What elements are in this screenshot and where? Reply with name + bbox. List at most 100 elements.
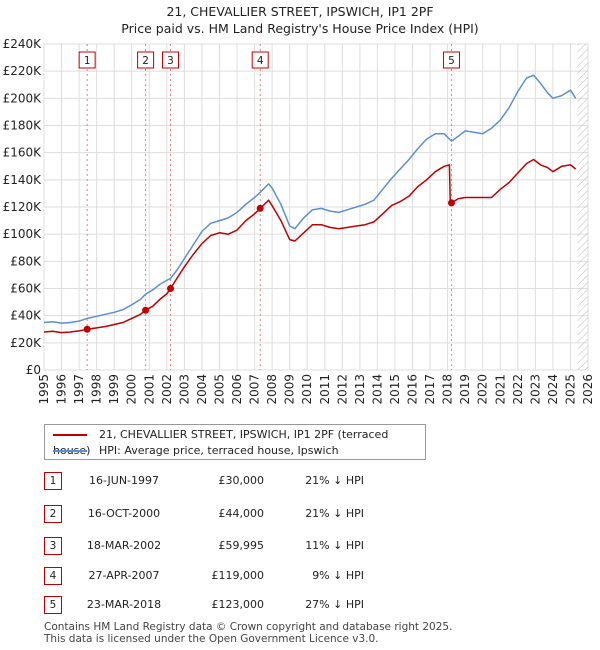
sale-price: £44,000 [218, 507, 265, 520]
price-chart: 21, CHEVALLIER STREET, IPSWICH, IP1 2PF … [3, 4, 595, 405]
sale-number-box [78, 51, 96, 69]
chart-title: 21, CHEVALLIER STREET, IPSWICH, IP1 2PF [166, 4, 433, 19]
sale-number-label: 4 [257, 55, 264, 67]
sale-number-badge: 4 [44, 567, 62, 585]
footer-copyright: Contains HM Land Registry data © Crown c… [44, 621, 453, 633]
y-tick-label: £60K [10, 282, 42, 296]
chart-subtitle: Price paid vs. HM Land Registry's House … [121, 21, 478, 36]
sale-price: £123,000 [211, 598, 265, 611]
y-tick-label: £180K [3, 119, 43, 133]
sale-point [256, 204, 264, 212]
sale-date: 16-OCT-2000 [87, 507, 161, 520]
footer: Contains HM Land Registry data © Crown c… [44, 621, 452, 645]
sale-number-label: 1 [84, 55, 91, 67]
sale-number-label: 2 [142, 55, 149, 67]
y-tick-label: £120K [3, 200, 43, 214]
sale-number-badge: 5 [44, 596, 62, 614]
sale-hpi-diff: 21% ↓ HPI [305, 507, 364, 520]
table-row: 3 18-MAR-2002 £59,995 11% ↓ HPI [44, 537, 384, 555]
x-tick-label: 2026 [581, 374, 595, 405]
table-row: 2 16-OCT-2000 £44,000 21% ↓ HPI [44, 505, 384, 523]
x-tick-label: 2021 [493, 374, 507, 405]
x-tick-label: 2004 [195, 374, 209, 405]
y-tick-label: £160K [3, 146, 43, 160]
x-tick-label: 2017 [423, 374, 437, 405]
x-tick-label: 2000 [125, 374, 139, 405]
property-price-line [43, 158, 577, 334]
x-tick-label: 2019 [458, 374, 472, 405]
chart-legend: 21, CHEVALLIER STREET, IPSWICH, IP1 2PF … [44, 424, 426, 460]
sale-number-label: 3 [167, 55, 174, 67]
sale-number-badge: 1 [44, 472, 62, 490]
x-tick-label: 2003 [177, 374, 191, 405]
table-row: 4 27-APR-2007 £119,000 9% ↓ HPI [44, 567, 384, 585]
x-tick-label: 2020 [476, 374, 490, 405]
x-tick-label: 2018 [441, 374, 455, 405]
sale-date: 16-JUN-1997 [88, 474, 160, 487]
x-tick-label: 1995 [37, 374, 51, 405]
sale-hpi-diff: 27% ↓ HPI [305, 598, 364, 611]
sale-point [167, 285, 175, 293]
x-tick-label: 1997 [72, 374, 86, 405]
y-tick-label: £0 [26, 363, 41, 377]
x-tick-label: 1998 [90, 374, 104, 405]
footer-licence: This data is licensed under the Open Gov… [44, 633, 379, 645]
legend-item-hpi: HPI: Average price, terraced house, Ipsw… [53, 443, 339, 459]
sale-price: £119,000 [211, 569, 265, 582]
hpi-line [43, 74, 577, 324]
legend-swatch-hpi [53, 450, 87, 452]
y-tick-label: £100K [3, 227, 43, 241]
sale-number-box [442, 51, 460, 69]
y-tick-label: £240K [3, 37, 43, 51]
x-tick-label: 2022 [511, 374, 525, 405]
sale-point [447, 199, 455, 207]
sale-price: £30,000 [218, 474, 265, 487]
sale-date: 23-MAR-2018 [86, 598, 162, 611]
x-tick-label: 2023 [528, 374, 542, 405]
sale-point [83, 325, 91, 333]
x-tick-label: 2007 [248, 374, 262, 405]
x-tick-label: 2006 [230, 374, 244, 405]
sale-number-label: 5 [448, 55, 455, 67]
sale-number-box [162, 51, 180, 69]
x-tick-label: 2014 [370, 374, 384, 405]
x-tick-label: 2002 [160, 374, 174, 405]
sale-point [142, 306, 150, 314]
y-tick-label: £220K [3, 64, 43, 78]
y-tick-label: £140K [3, 173, 43, 187]
y-tick-label: £80K [10, 254, 42, 268]
x-tick-label: 1996 [55, 374, 69, 405]
sale-number-badge: 3 [44, 537, 62, 555]
y-tick-label: £40K [10, 309, 42, 323]
legend-item-property: 21, CHEVALLIER STREET, IPSWICH, IP1 2PF … [53, 427, 425, 457]
x-tick-label: 2011 [318, 374, 332, 405]
sale-hpi-diff: 21% ↓ HPI [305, 474, 364, 487]
x-tick-label: 2008 [265, 374, 279, 405]
x-tick-label: 2013 [353, 374, 367, 405]
sale-number-box [137, 51, 155, 69]
x-tick-label: 2024 [546, 374, 560, 405]
sale-date: 27-APR-2007 [88, 569, 160, 582]
x-tick-label: 1999 [107, 374, 121, 405]
table-row: 5 23-MAR-2018 £123,000 27% ↓ HPI [44, 596, 384, 614]
sale-hpi-diff: 9% ↓ HPI [312, 569, 364, 582]
sale-date: 18-MAR-2002 [86, 539, 162, 552]
y-tick-label: £200K [3, 91, 43, 105]
x-tick-label: 2005 [212, 374, 226, 405]
sale-number-box [251, 51, 269, 69]
sale-price: £59,995 [218, 539, 265, 552]
x-tick-label: 2009 [283, 374, 297, 405]
sale-number-badge: 2 [44, 505, 62, 523]
x-tick-label: 2015 [388, 374, 402, 405]
x-tick-label: 2012 [335, 374, 349, 405]
x-tick-label: 2016 [406, 374, 420, 405]
x-tick-label: 2001 [142, 374, 156, 405]
table-row: 1 16-JUN-1997 £30,000 21% ↓ HPI [44, 472, 384, 490]
y-tick-label: £20K [10, 336, 42, 350]
legend-swatch-property [53, 434, 87, 436]
forecast-hatch [577, 44, 588, 370]
x-tick-label: 2010 [300, 374, 314, 405]
sale-hpi-diff: 11% ↓ HPI [305, 539, 364, 552]
legend-label-hpi: HPI: Average price, terraced house, Ipsw… [99, 444, 339, 457]
x-tick-label: 2025 [563, 374, 577, 405]
